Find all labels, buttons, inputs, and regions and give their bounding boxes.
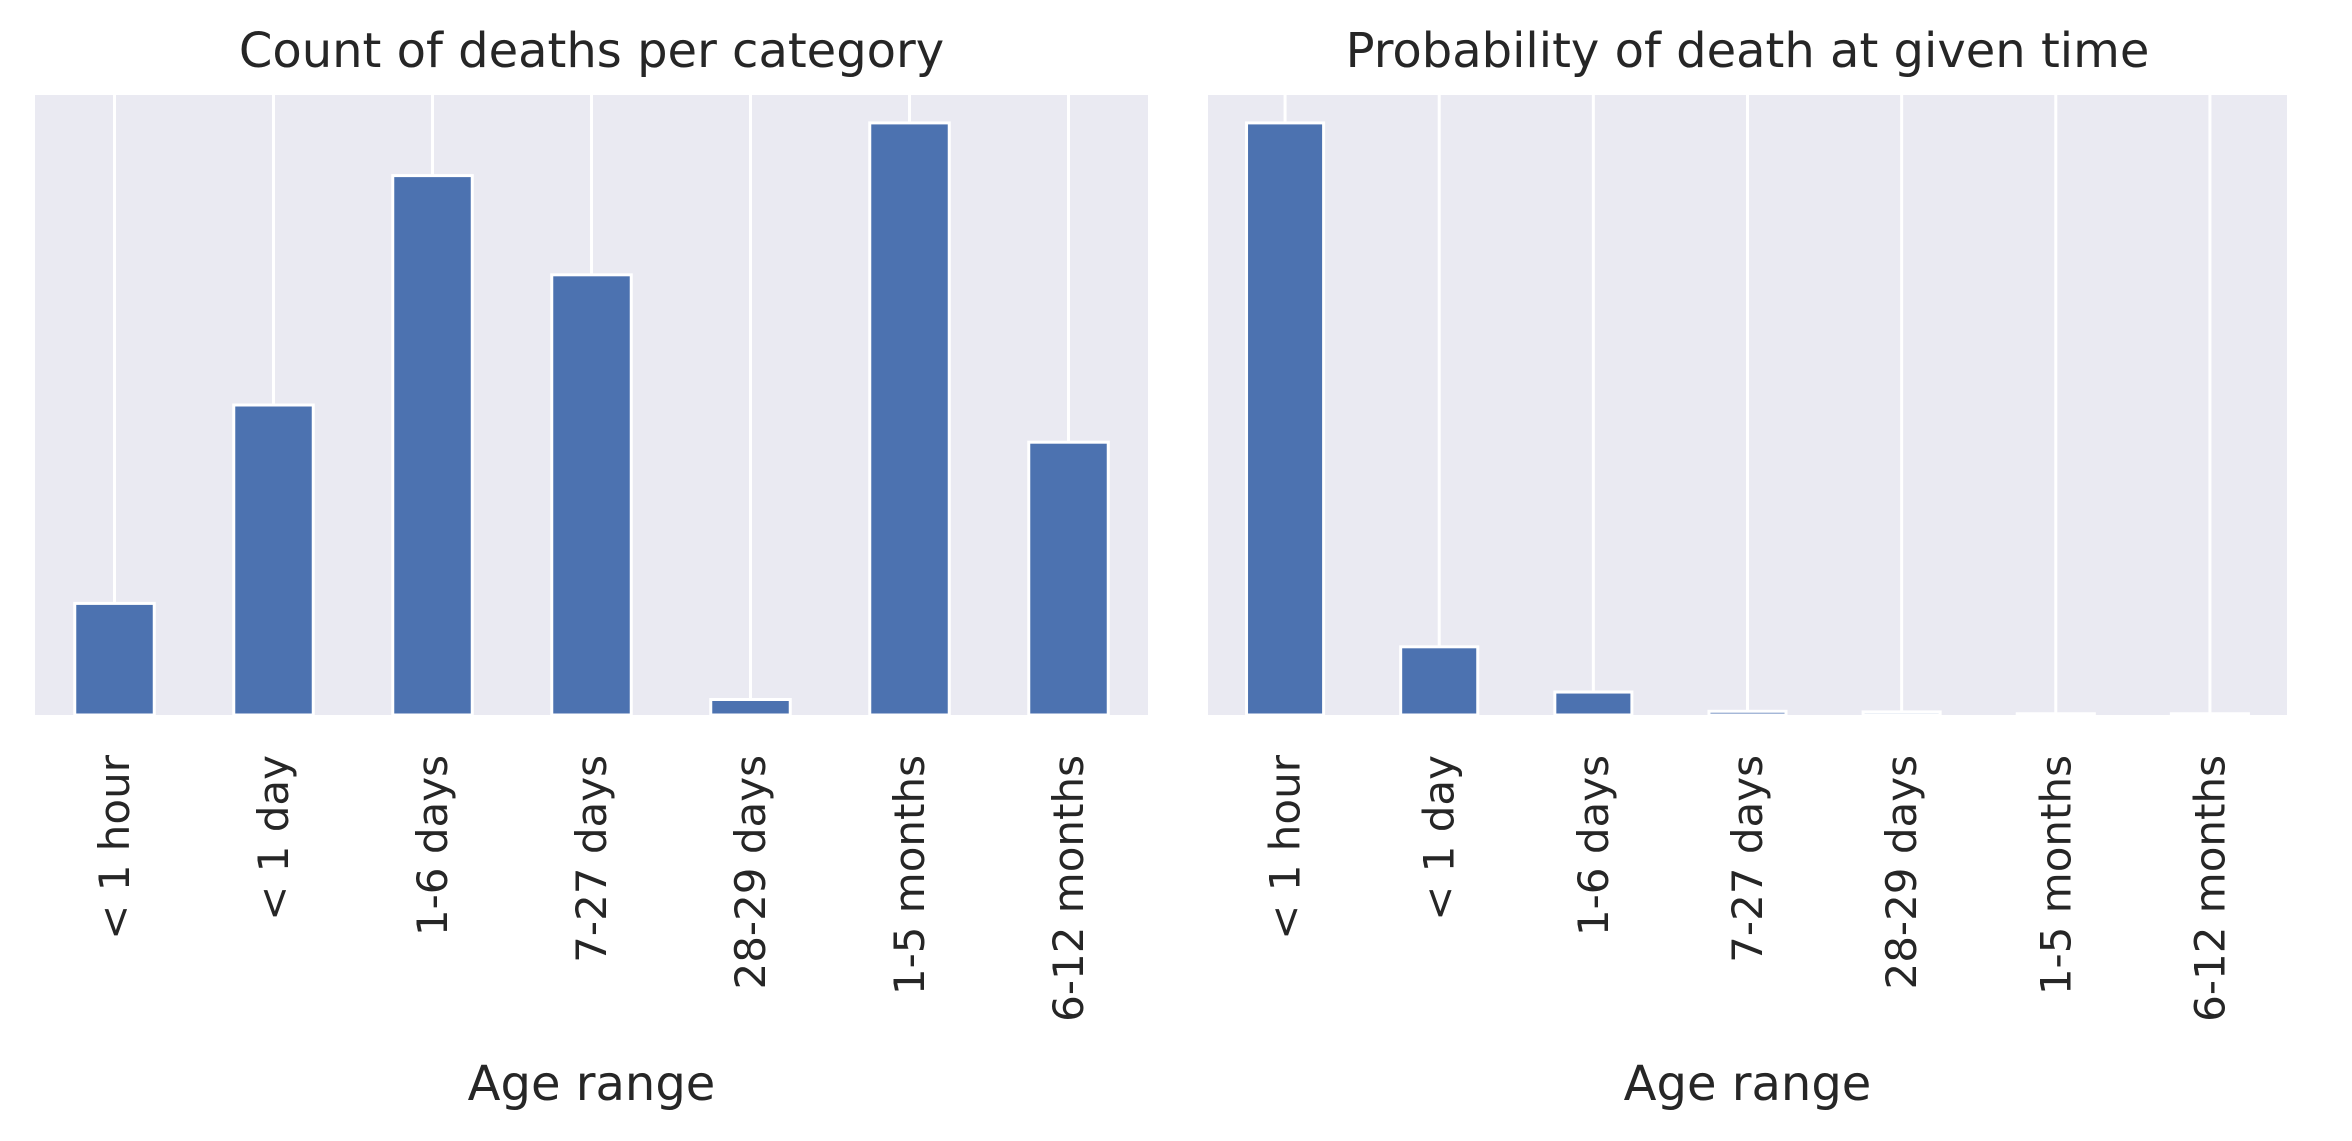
bar-28-29-days — [1861, 710, 1942, 717]
x-tick-label-1-5-months: 1-5 months — [2031, 755, 2080, 995]
bar-1-6-days — [1553, 690, 1634, 717]
chart-title: Count of deaths per category — [239, 23, 944, 79]
x-tick-label-1-6-days: 1-6 days — [1569, 755, 1618, 936]
bar-7-27-days — [550, 273, 633, 717]
x-tick-label-1-6-days: 1-6 days — [408, 755, 457, 936]
chart-title: Probability of death at given time — [1346, 23, 2150, 79]
x-tick-label-6-12-months: 6-12 months — [2185, 755, 2234, 1022]
x-tick-label-lt-1-day: < 1 day — [249, 755, 298, 921]
x-tick-labels: < 1 hour < 1 day 1-6 days 7-27 days 28-29 da… — [1261, 754, 2235, 1022]
x-tick-label-lt-1-hour: < 1 hour — [90, 754, 139, 940]
x-tick-label-28-29-days: 28-29 days — [726, 755, 775, 990]
bar-lt-1-hour — [1245, 121, 1326, 717]
x-axis-label: Age range — [1624, 1056, 1872, 1112]
bar-lt-1-day — [1399, 645, 1480, 717]
x-tick-label-1-5-months: 1-5 months — [885, 755, 934, 995]
x-tick-label-28-29-days: 28-29 days — [1877, 755, 1926, 990]
x-tick-label-6-12-months: 6-12 months — [1044, 755, 1093, 1022]
bar-lt-1-hour — [73, 601, 156, 717]
x-tick-label-lt-1-day: < 1 day — [1415, 755, 1464, 921]
chart-probability-of-death: < 1 hour < 1 day 1-6 days 7-27 days 28-29 da… — [1208, 23, 2287, 1112]
bar-1-5-months — [868, 121, 951, 717]
bar-6-12-months — [2169, 712, 2250, 717]
x-tick-labels: < 1 hour < 1 day 1-6 days 7-27 days 28-29 da… — [90, 754, 1093, 1022]
bar-1-6-days — [391, 174, 474, 717]
x-tick-label-7-27-days: 7-27 days — [1723, 755, 1772, 963]
bar-28-29-days — [709, 698, 792, 717]
bar-lt-1-day — [232, 403, 315, 717]
grid-lines — [1283, 95, 2212, 715]
bar-7-27-days — [1707, 709, 1788, 717]
bars — [73, 121, 1110, 717]
chart-count-of-deaths: < 1 hour < 1 day 1-6 days 7-27 days 28-29 da… — [35, 23, 1148, 1112]
bars — [1245, 121, 2250, 717]
bar-6-12-months — [1027, 440, 1110, 717]
bar-1-5-months — [2015, 712, 2096, 717]
x-tick-label-7-27-days: 7-27 days — [567, 755, 616, 963]
x-axis-label: Age range — [468, 1056, 716, 1112]
x-tick-label-lt-1-hour: < 1 hour — [1261, 754, 1310, 940]
